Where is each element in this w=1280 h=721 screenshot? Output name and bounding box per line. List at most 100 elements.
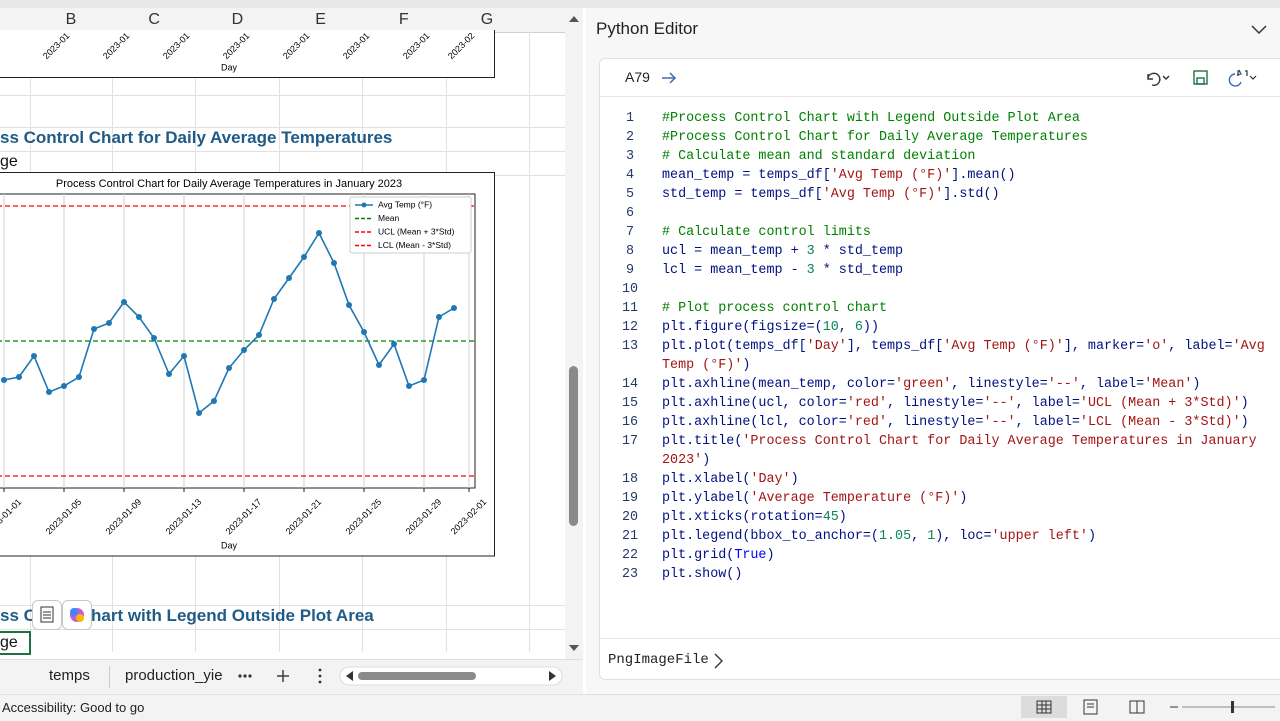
line-number: 22 (621, 548, 639, 563)
code-token: plt.title( (662, 434, 743, 449)
data-point (16, 374, 22, 380)
column-header: F (398, 11, 409, 28)
code-token: 45 (822, 510, 839, 525)
code-line: ucl = mean_temp + 3 * std_temp (662, 244, 903, 259)
code-line: #Process Control Chart for Daily Average… (662, 130, 1088, 145)
cell-heading: hart with Legend Outside Plot Area (91, 606, 374, 625)
code-token: plt.legend(bbox_to_anchor=( (662, 529, 879, 544)
code-token: 'Day' (750, 472, 791, 487)
code-token: 'Avg (1232, 339, 1265, 354)
code-token: 10 (822, 320, 839, 335)
column-header: B (65, 11, 77, 28)
sheet-tab[interactable]: production_yie (125, 667, 223, 684)
data-point (361, 329, 367, 335)
code-token: ucl = mean_temp + (662, 244, 807, 259)
code-area[interactable]: 1 #Process Control Chart with Legend Outs… (0, 0, 1280, 640)
scroll-arrows (569, 16, 579, 651)
editor-toolbar (662, 69, 1257, 87)
code-token: plt.grid( (662, 548, 735, 563)
cell-reference: A79 (625, 69, 650, 85)
column-header: C (148, 11, 160, 28)
code-line: plt.plot(temps_df['Day'], temps_df['Avg … (662, 339, 1265, 354)
code-token: 'green' (895, 377, 952, 392)
collapse-icon[interactable] (1250, 22, 1268, 36)
column-headers: B C D E F G (0, 8, 565, 32)
code-token: , label= (1168, 339, 1233, 354)
insert-icon-button[interactable] (32, 600, 62, 630)
active-cell[interactable]: ge (0, 631, 31, 655)
data-point (346, 302, 352, 308)
line-number: 14 (621, 377, 639, 392)
data-point (241, 347, 247, 353)
expand-icon[interactable] (712, 652, 726, 670)
code-token: * std_temp (814, 263, 904, 278)
editor-title: Python Editor (596, 19, 699, 38)
code-token: , label= (1015, 415, 1080, 430)
code-token: 3 (806, 263, 815, 278)
legend-box (349, 196, 472, 254)
code-token: ) (838, 510, 847, 525)
code-token: , linestyle= (951, 377, 1048, 392)
copilot-button[interactable] (62, 600, 92, 630)
line-number: 4 (625, 168, 635, 183)
line-number: 2 (625, 130, 635, 145)
data-point (136, 314, 142, 320)
scroll-thumb[interactable] (569, 366, 578, 526)
line-number: 11 (621, 301, 639, 316)
code-line: plt.ylabel('Average Temperature (°F)') (662, 491, 967, 506)
code-line: mean_temp = temps_df['Avg Temp (°F)'].me… (662, 168, 1016, 183)
code-token: plt.axhline(lcl, color= (662, 415, 847, 430)
data-point (436, 314, 442, 320)
code-line: plt.axhline(mean_temp, color='green', li… (662, 377, 1200, 392)
copilot-icon (70, 608, 84, 622)
code-token: '--' (983, 415, 1016, 430)
column-header: E (315, 11, 326, 28)
code-line: plt.xticks(rotation=45) (662, 510, 847, 525)
line-number: 9 (625, 263, 635, 278)
line-number: 18 (621, 472, 639, 487)
code-token: ], marker= (1063, 339, 1145, 354)
chart-title: Process Control Chart for Daily Average … (56, 178, 402, 190)
code-token: 'o' (1144, 339, 1169, 354)
data-point (181, 353, 187, 359)
line-number: 7 (625, 225, 635, 240)
code-token: ) (790, 472, 799, 487)
data-point (421, 377, 427, 383)
line-number: 10 (621, 282, 639, 297)
code-token: 'LCL (Mean - 3*Std)' (1079, 415, 1241, 430)
cell-heading: ss Control Chart for Daily Average Tempe… (0, 128, 393, 147)
column-header: G (480, 11, 494, 28)
line-number: 6 (625, 206, 635, 221)
code-token: 'red' (846, 415, 888, 430)
code-token: Temp (°F)' (662, 358, 743, 373)
legend-label: Avg Temp (°F) (378, 199, 432, 209)
code-token: 'UCL (Mean + 3*Std)' (1079, 396, 1241, 411)
data-point (91, 326, 97, 332)
output-label[interactable]: PngImageFile (608, 652, 709, 668)
legend-label: LCL (Mean - 3*Std) (378, 240, 451, 250)
code-token: 'Day' (806, 339, 847, 354)
data-point (1, 377, 7, 383)
line-number: 15 (621, 396, 639, 411)
code-line: plt.grid(True) (662, 548, 775, 563)
x-axis-label: Day (221, 540, 238, 550)
data-point (256, 332, 262, 338)
code-token: plt.axhline(ucl, color= (662, 396, 847, 411)
data-point (106, 320, 112, 326)
line-number: 8 (625, 244, 635, 259)
code-token: , label= (1015, 396, 1080, 411)
code-token: ) (742, 358, 751, 373)
data-point (376, 362, 382, 368)
code-token: 6 (854, 320, 863, 335)
data-point (271, 296, 277, 302)
code-token: , label= (1079, 377, 1145, 392)
column-header: D (231, 11, 244, 28)
sheet-tab[interactable]: temps (49, 667, 90, 684)
code-token: ) (766, 548, 775, 563)
code-token: 'upper left' (991, 529, 1088, 544)
code-token: 1 (927, 529, 936, 544)
code-token: plt.ylabel( (662, 491, 751, 506)
data-point (61, 383, 67, 389)
line-number: 3 (625, 149, 635, 164)
data-point (406, 383, 412, 389)
